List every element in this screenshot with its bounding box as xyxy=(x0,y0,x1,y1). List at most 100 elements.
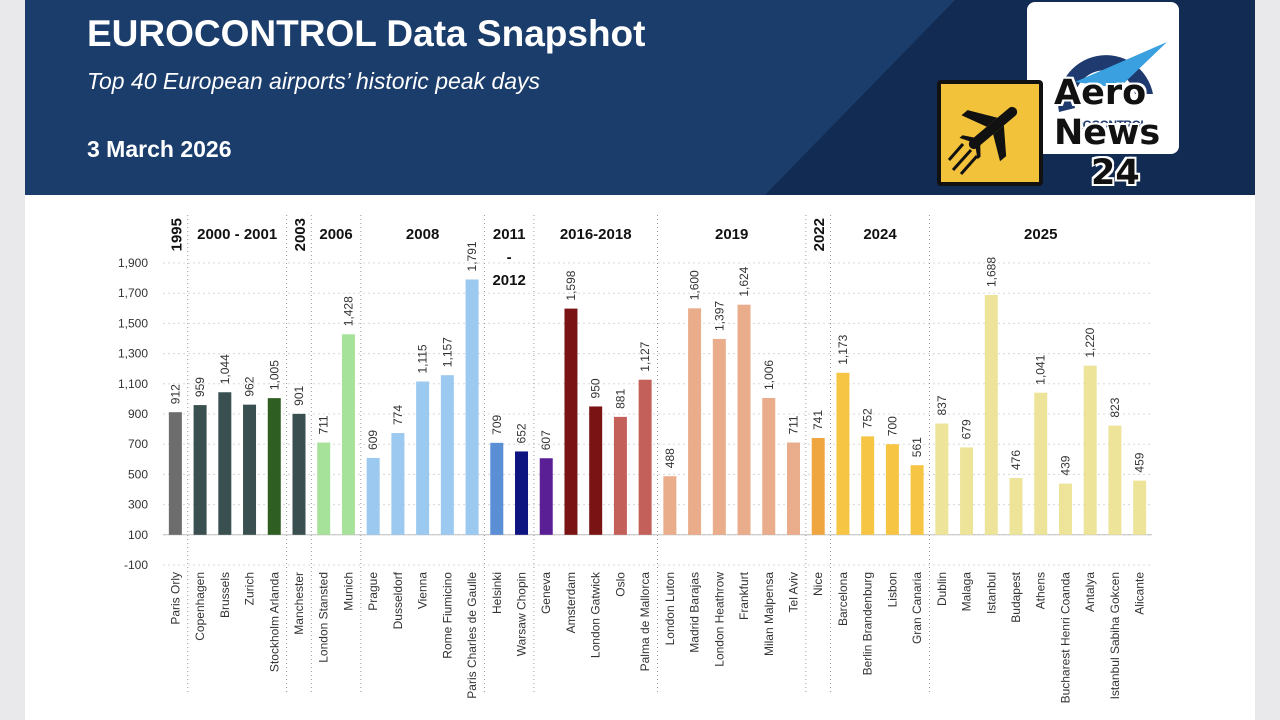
bar-alicante xyxy=(1133,480,1147,535)
data-label: 1,127 xyxy=(638,341,652,371)
y-tick-label: 900 xyxy=(128,407,148,421)
bar-vienna xyxy=(416,381,430,535)
y-tick-label: 1,700 xyxy=(118,286,148,300)
y-tick-label: 100 xyxy=(128,528,148,542)
bar-paris-charles-de-gaulle xyxy=(465,279,479,535)
x-category-label: Berlin Brandenburg xyxy=(861,572,875,675)
bar-london-luton xyxy=(663,476,677,535)
x-category-label: Nice xyxy=(811,572,825,596)
bar-istanbul xyxy=(984,295,998,535)
data-label: 1,624 xyxy=(737,266,751,296)
x-category-label: Budapest xyxy=(1009,571,1023,622)
data-label: 1,157 xyxy=(440,337,454,367)
data-label: 959 xyxy=(193,377,207,397)
x-category-label: Dusseldorf xyxy=(391,571,405,629)
aero-news-logo: Aero News 24 xyxy=(937,76,1177,193)
data-label: 561 xyxy=(910,437,924,457)
data-label: 1,600 xyxy=(688,270,702,300)
eurocontrol-logo: EUROCONTROL xyxy=(1027,2,1179,154)
x-category-label: Bucharest Henri Coanda xyxy=(1058,572,1072,704)
data-label: 1,041 xyxy=(1034,354,1048,384)
x-category-label: Zurich xyxy=(243,572,257,605)
x-category-label: Amsterdam xyxy=(564,572,578,633)
data-label: 1,173 xyxy=(836,334,850,364)
group-label: 2012 xyxy=(492,272,525,289)
data-label: 607 xyxy=(539,430,553,450)
data-label: 1,598 xyxy=(564,270,578,300)
group-label: 2003 xyxy=(292,218,309,251)
bar-malaga xyxy=(960,447,974,535)
data-label: 1,397 xyxy=(712,301,726,331)
group-label: 2000 - 2001 xyxy=(197,226,277,243)
data-label: 459 xyxy=(1133,452,1147,472)
x-category-label: Gran Canaria xyxy=(910,572,924,644)
data-label: 774 xyxy=(391,405,405,425)
snapshot-date: 3 March 2026 xyxy=(87,136,232,162)
x-category-label: Munich xyxy=(341,572,355,611)
bar-rome-fiumicino xyxy=(440,375,454,535)
eurocontrol-wordmark: EUROCONTROL xyxy=(1058,118,1148,132)
x-category-label: Istanbul Sabiha Gokcen xyxy=(1108,572,1122,699)
x-category-label: Copenhagen xyxy=(193,572,207,641)
data-label: 912 xyxy=(168,384,182,404)
x-category-label: Alicante xyxy=(1133,572,1147,615)
data-label: 1,115 xyxy=(416,344,430,373)
data-label: 1,791 xyxy=(465,241,479,271)
group-label: 2019 xyxy=(715,226,748,243)
data-label: 488 xyxy=(663,448,677,468)
y-tick-label: 700 xyxy=(128,437,148,451)
bar-madrid-barajas xyxy=(688,308,702,535)
group-label: 1995 xyxy=(168,218,185,251)
y-tick-label: 1,900 xyxy=(118,256,148,270)
x-category-label: Frankfurt xyxy=(737,571,751,620)
y-tick-label: -100 xyxy=(124,558,148,572)
bar-copenhagen xyxy=(193,405,207,535)
x-category-label: Lisbon xyxy=(885,572,899,607)
bar-manchester xyxy=(292,413,306,535)
y-tick-label: 300 xyxy=(128,498,148,512)
data-label: 962 xyxy=(243,376,257,396)
data-label: 711 xyxy=(317,415,331,434)
bar-barcelona xyxy=(836,372,850,535)
eurocontrol-logo-icon xyxy=(1058,42,1167,112)
aero-news-word-3: 24 xyxy=(1091,153,1140,193)
x-category-label: Palma de Mallorca xyxy=(638,572,652,672)
group-label: 2008 xyxy=(406,226,439,243)
data-label: 711 xyxy=(786,415,800,434)
bar-dublin xyxy=(935,423,949,535)
bar-nice xyxy=(811,438,825,535)
x-category-label: Milan Malpensa xyxy=(762,572,776,656)
data-label: 1,220 xyxy=(1083,327,1097,357)
airplane-icon xyxy=(947,106,1018,175)
bar-london-gatwick xyxy=(589,406,603,535)
x-category-label: Brussels xyxy=(218,572,232,618)
bar-athens xyxy=(1034,392,1048,535)
bar-gran-canaria xyxy=(910,465,924,535)
bar-amsterdam xyxy=(564,308,578,535)
bar-bucharest-henri-coanda xyxy=(1058,483,1072,535)
bar-budapest xyxy=(1009,478,1023,535)
data-label: 476 xyxy=(1009,450,1023,470)
bar-frankfurt xyxy=(737,304,751,535)
data-label: 1,688 xyxy=(984,257,998,287)
x-category-label: Paris Charles de Gaulle xyxy=(465,572,479,699)
bar-brussels xyxy=(218,392,232,535)
data-label: 901 xyxy=(292,386,306,406)
bar-antalya xyxy=(1083,365,1097,535)
bar-warsaw-chopin xyxy=(515,451,529,535)
x-category-label: Vienna xyxy=(416,572,430,609)
data-label: 609 xyxy=(366,430,380,450)
bar-helsinki xyxy=(490,442,504,535)
x-category-label: Warsaw Chopin xyxy=(515,572,529,656)
bar-tel-aviv xyxy=(786,442,800,535)
data-label: 1,006 xyxy=(762,360,776,390)
data-label: 741 xyxy=(811,410,825,430)
page-subtitle: Top 40 European airports’ historic peak … xyxy=(87,68,541,94)
aero-news-word-2: News xyxy=(1054,113,1161,153)
group-label: 2024 xyxy=(863,226,897,243)
x-category-label: London Heathrow xyxy=(712,572,726,667)
page-title: EUROCONTROL Data Snapshot xyxy=(87,13,646,54)
bar-milan-malpensa xyxy=(762,397,776,535)
y-tick-label: 500 xyxy=(128,467,148,481)
